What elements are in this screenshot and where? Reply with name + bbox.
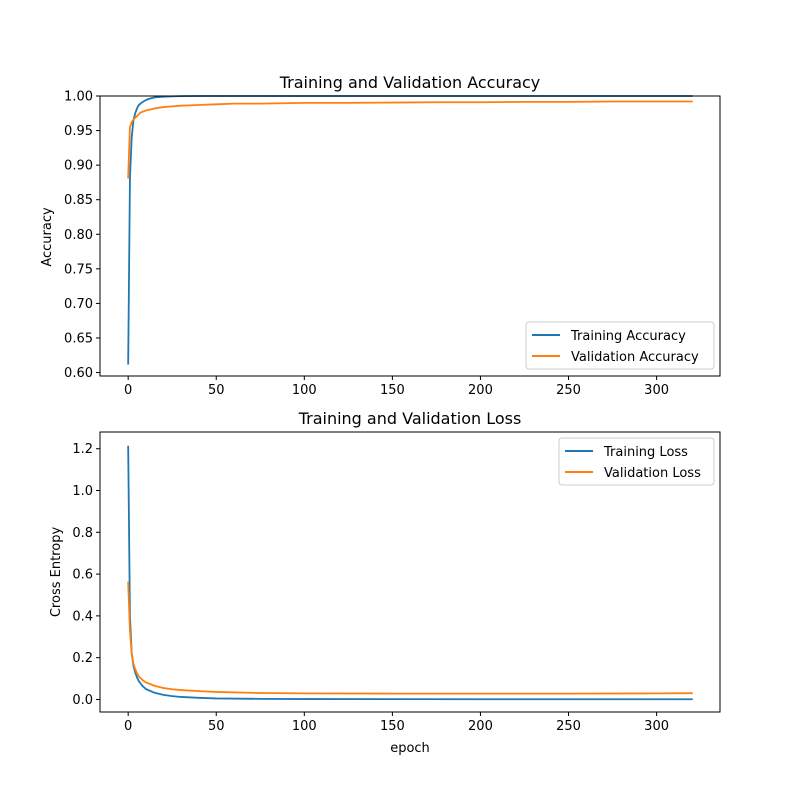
loss-y-tick-label-0: 0.0 (72, 693, 93, 708)
legend-label-training-loss: Training Loss (603, 445, 688, 460)
accuracy-y-tick-label-5: 0.85 (64, 193, 93, 208)
loss-y-tick-label-2: 0.4 (72, 609, 93, 624)
accuracy-chart-title: Training and Validation Accuracy (279, 73, 541, 92)
loss-series (127, 445, 693, 701)
loss-y-tick-label-1: 0.2 (72, 651, 93, 666)
loss-x-tick-label-5: 250 (556, 719, 581, 734)
accuracy-x-tick-label-1: 50 (208, 383, 225, 398)
loss-legend: Training Loss Validation Loss (558, 437, 715, 486)
accuracy-x-tick-label-2: 100 (292, 383, 317, 398)
loss-x-tick-label-1: 50 (208, 719, 225, 734)
accuracy-x-tick-label-4: 200 (468, 383, 493, 398)
accuracy-y-tick-label-8: 1.00 (64, 90, 93, 105)
loss-ticks: 0 50 100 150 200 250 300 0.0 0.2 0.4 0.6 0.8 1.0 1.2 (72, 442, 669, 734)
loss-x-tick-label-6: 300 (644, 719, 669, 734)
accuracy-y-tick-label-4: 0.80 (64, 228, 93, 243)
accuracy-y-tick-label-1: 0.65 (64, 331, 93, 346)
accuracy-chart: Training and Validation Accuracy Accurac… (40, 73, 721, 399)
loss-x-tick-label-3: 150 (380, 719, 405, 734)
loss-chart: Training and Validation Loss Cross Entro… (49, 409, 721, 756)
accuracy-y-tick-label-7: 0.95 (64, 124, 93, 139)
accuracy-y-tick-label-2: 0.70 (64, 297, 93, 312)
loss-x-axis-label: epoch (390, 741, 430, 756)
loss-chart-title: Training and Validation Loss (298, 409, 522, 428)
loss-y-tick-label-6: 1.2 (72, 442, 93, 457)
loss-plot-frame (99, 431, 721, 713)
legend-label-validation-accuracy: Validation Accuracy (571, 350, 699, 365)
accuracy-x-tick-label-6: 300 (644, 383, 669, 398)
series-line-validation-accuracy (127, 100, 693, 179)
loss-legend-box (558, 437, 715, 486)
loss-x-tick-label-4: 200 (468, 719, 493, 734)
loss-x-tick-label-2: 100 (292, 719, 317, 734)
accuracy-ticks: 0 50 100 150 200 250 300 0.60 0.65 0.70 0.75 0.80 0.… (64, 90, 669, 399)
accuracy-x-tick-label-3: 150 (380, 383, 405, 398)
accuracy-x-tick-label-0: 0 (124, 383, 132, 398)
accuracy-legend: Training Accuracy Validation Accuracy (525, 321, 715, 370)
accuracy-y-tick-label-6: 0.90 (64, 159, 93, 174)
accuracy-plot-frame (99, 95, 721, 377)
loss-y-tick-label-3: 0.6 (72, 568, 93, 583)
legend-label-validation-loss: Validation Loss (604, 466, 701, 481)
accuracy-y-tick-label-3: 0.75 (64, 262, 93, 277)
accuracy-y-tick-label-0: 0.60 (64, 366, 93, 381)
accuracy-y-axis-label: Accuracy (40, 207, 55, 267)
loss-y-tick-label-4: 0.8 (72, 526, 93, 541)
loss-y-tick-label-5: 1.0 (72, 484, 93, 499)
legend-label-training-accuracy: Training Accuracy (570, 329, 686, 344)
loss-y-axis-label: Cross Entropy (49, 527, 64, 618)
series-line-validation-loss (127, 581, 693, 695)
accuracy-x-tick-label-5: 250 (556, 383, 581, 398)
accuracy-legend-box (525, 321, 715, 370)
loss-x-tick-label-0: 0 (124, 719, 132, 734)
